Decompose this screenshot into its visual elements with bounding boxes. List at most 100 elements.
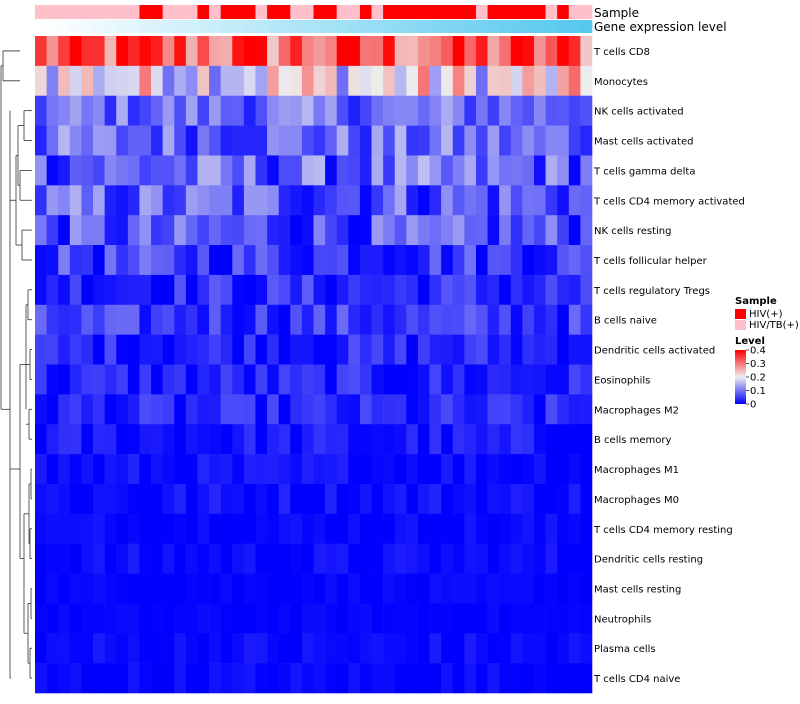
heatmap-cell — [220, 215, 233, 246]
heatmap-cell — [35, 424, 47, 455]
heatmap-cell — [522, 424, 535, 455]
heatmap-cell — [417, 603, 430, 634]
heatmap-cell — [417, 36, 430, 67]
heatmap-cell — [464, 304, 477, 335]
heatmap-cell — [162, 125, 175, 156]
heatmap-cell — [127, 185, 140, 216]
heatmap-cell — [325, 95, 338, 126]
heatmap-cell — [325, 663, 338, 694]
heatmap-cell — [348, 424, 361, 455]
heatmap-cell — [313, 304, 326, 335]
heatmap-cell — [452, 274, 465, 306]
heatmap-cell — [313, 364, 326, 395]
heatmap-cell — [580, 274, 593, 306]
heatmap-cell — [81, 633, 94, 664]
heatmap-cell — [58, 125, 71, 156]
heatmap-cell — [557, 513, 570, 544]
heatmap-cell — [510, 155, 523, 186]
heatmap-cell — [104, 663, 117, 694]
heatmap-cell — [232, 185, 245, 216]
heatmap-cell — [139, 334, 152, 365]
heatmap-cell — [35, 274, 47, 306]
expression-annotation-cell — [151, 20, 163, 33]
heatmap-cell — [232, 424, 245, 455]
heatmap-cell — [127, 483, 140, 515]
heatmap-cell — [452, 245, 465, 276]
heatmap-cell — [162, 65, 175, 97]
heatmap-cell — [174, 543, 187, 574]
heatmap-cell — [93, 36, 105, 67]
heatmap-cell — [278, 65, 291, 97]
heatmap-cell — [255, 274, 268, 306]
heatmap-cell — [151, 334, 163, 365]
heatmap-cell — [104, 424, 117, 455]
heatmap-cell — [255, 603, 268, 634]
heatmap-cell — [406, 543, 419, 574]
heatmap-cell — [35, 334, 47, 365]
heatmap-cell — [464, 95, 477, 126]
heatmap-cell — [267, 36, 279, 67]
sample-annotation-cell — [441, 5, 454, 19]
sample-annotation-cell — [394, 5, 407, 19]
heatmap-cell — [46, 95, 59, 126]
heatmap-cell — [185, 65, 198, 97]
heatmap-cell — [545, 304, 558, 335]
heatmap-cell — [46, 125, 59, 156]
heatmap-cell — [533, 185, 546, 216]
heatmap-cell — [81, 155, 94, 186]
heatmap-cell — [151, 633, 163, 664]
heatmap-cell — [197, 245, 210, 276]
heatmap-cell — [417, 663, 430, 694]
heatmap-cell — [522, 394, 535, 425]
heatmap-cell — [568, 483, 581, 515]
heatmap-cell — [557, 125, 570, 156]
heatmap-cell — [383, 454, 396, 485]
heatmap-cell — [185, 304, 198, 335]
heatmap-cell — [209, 513, 221, 544]
heatmap-cell — [545, 36, 558, 67]
heatmap-cell — [580, 543, 593, 574]
heatmap-cell — [499, 603, 512, 634]
heatmap-cell — [46, 245, 59, 276]
heatmap-cell — [533, 155, 546, 186]
heatmap-cell — [545, 125, 558, 156]
row-label: Plasma cells — [594, 644, 656, 655]
row-label: Dendritic cells resting — [594, 555, 703, 566]
heatmap-cell — [185, 543, 198, 574]
heatmap-cell — [464, 603, 477, 634]
heatmap-cell — [406, 65, 419, 97]
heatmap-cell — [151, 36, 163, 67]
heatmap-cell — [452, 334, 465, 365]
heatmap-cell — [81, 483, 94, 515]
heatmap-cell — [313, 65, 326, 97]
heatmap-cell — [359, 454, 372, 485]
sample-annotation-cell — [127, 5, 140, 19]
heatmap-cell — [69, 513, 82, 544]
heatmap-cell — [267, 603, 279, 634]
heatmap-cell — [278, 603, 291, 634]
heatmap-cell — [104, 364, 117, 395]
heatmap-cell — [522, 454, 535, 485]
heatmap-cell — [464, 663, 477, 694]
heatmap-cell — [104, 513, 117, 544]
heatmap-cell — [116, 155, 129, 186]
heatmap-cell — [81, 274, 94, 306]
heatmap-cell — [197, 155, 210, 186]
heatmap-cell — [301, 364, 314, 395]
heatmap-cell — [58, 65, 71, 97]
heatmap-cell — [116, 364, 129, 395]
heatmap-cell — [220, 304, 233, 335]
heatmap-cell — [359, 424, 372, 455]
heatmap-cell — [417, 334, 430, 365]
heatmap-cell — [243, 185, 256, 216]
heatmap-cell — [290, 573, 303, 604]
heatmap-cell — [429, 185, 442, 216]
heatmap-cell — [557, 603, 570, 634]
heatmap-cell — [452, 603, 465, 634]
heatmap-cell — [499, 454, 512, 485]
heatmap-cell — [127, 394, 140, 425]
heatmap-cell — [406, 513, 419, 544]
heatmap-cell — [325, 454, 338, 485]
heatmap-cell — [394, 304, 407, 335]
heatmap-cell — [139, 633, 152, 664]
